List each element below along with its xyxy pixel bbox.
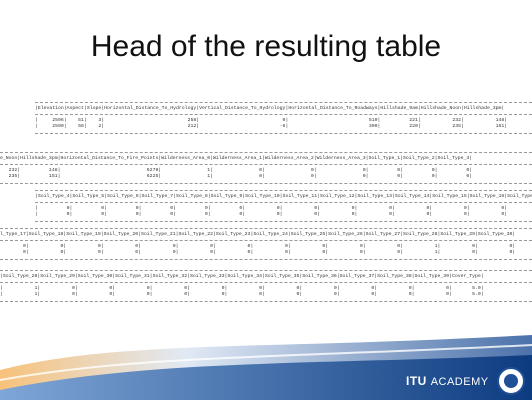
separator: [0, 228, 532, 232]
table-block: l_Type_17|Soil_Type_18|Soil_Type_19|Soil…: [0, 226, 532, 263]
separator: [35, 202, 532, 206]
table-row: | 2590| 56| 2| 212| -6| 390| 220| 235| 1…: [35, 124, 508, 130]
separator: [0, 270, 532, 274]
separator: [35, 102, 532, 106]
separator: [0, 300, 532, 305]
table-header: |Soil_Type_4|Soil_Type_5|Soil_Type_6|Soi…: [35, 194, 532, 199]
separator: [0, 152, 532, 156]
logo-badge: [497, 367, 525, 395]
separator: [0, 240, 532, 244]
logo-suffix: ACADEMY: [430, 376, 489, 388]
table-header: |Elevation|Aspect|Slope|Horizontal_Dista…: [35, 106, 505, 111]
separator: [0, 258, 532, 263]
separator: [0, 182, 532, 187]
table-row: | 0| 0| 0| 0| 0| 0| 0| 0| 0| 0| 0| 0| 0|…: [35, 206, 532, 212]
table-block: |Soil_Type_4|Soil_Type_5|Soil_Type_6|Soi…: [35, 188, 532, 225]
table-header: l_Type_17|Soil_Type_18|Soil_Type_19|Soil…: [0, 232, 516, 237]
table-row: | 1| 0| 0| 0| 0| 0| 0| 0| 0| 0| 0| 0| 5.…: [0, 292, 484, 298]
table-row: | 1| 0| 0| 0| 0| 0| 0| 0| 0| 0| 0| 0| 5.…: [0, 286, 484, 292]
table-block: |Soil_Type_28|Soil_Type_29|Soil_Type_30|…: [0, 268, 532, 305]
separator: [35, 114, 532, 118]
table-block: e_Noon|Hillshade_3pm|Horizontal_Distance…: [0, 150, 532, 187]
separator: [35, 132, 532, 137]
slide-title: Head of the resulting table: [90, 30, 442, 63]
logo-brand: ITU: [406, 374, 427, 388]
table-block: |Elevation|Aspect|Slope|Horizontal_Dista…: [35, 100, 532, 137]
separator: [0, 282, 532, 286]
table-row: | 2596| 51| 3| 258| 0| 510| 221| 232| 14…: [35, 118, 508, 124]
table-row: 0| 0| 0| 0| 0| 0| 0| 0| 0| 0| 0| 1| 0| 0…: [0, 250, 516, 256]
separator: [35, 220, 532, 225]
table-header: |Soil_Type_28|Soil_Type_29|Soil_Type_30|…: [0, 274, 484, 279]
separator: [35, 190, 532, 194]
table-row: 232| 148| 6279| 1| 0| 0| 0| 0| 0| 0|: [0, 168, 473, 174]
table-row: 235| 151| 6225| 1| 0| 0| 0| 0| 0| 0|: [0, 174, 473, 180]
table-header: e_Noon|Hillshade_3pm|Horizontal_Distance…: [0, 156, 473, 161]
separator: [0, 164, 532, 168]
table-row: | 0| 0| 0| 0| 0| 0| 0| 0| 0| 0| 0| 0| 0|…: [35, 212, 532, 218]
footer-decoration: [0, 335, 532, 400]
logo-text: ITU ACADEMY: [406, 374, 489, 388]
table-row: 0| 0| 0| 0| 0| 0| 0| 0| 0| 0| 0| 1| 0| 0…: [0, 244, 516, 250]
